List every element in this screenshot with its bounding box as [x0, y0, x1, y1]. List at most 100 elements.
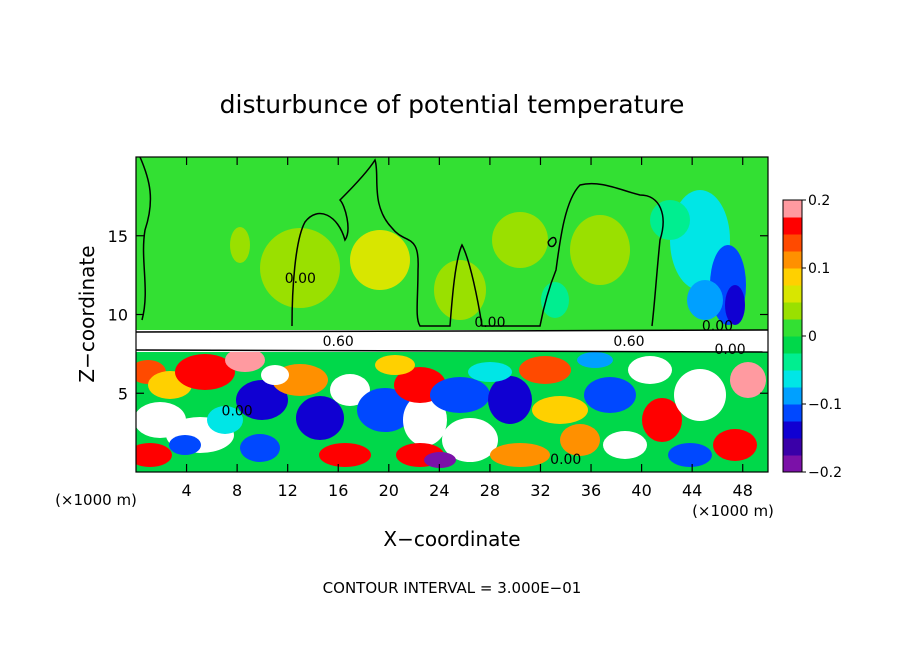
anomaly-blob [330, 374, 370, 406]
anomaly-blob [603, 431, 647, 459]
interface-band [136, 330, 768, 352]
colorbar-swatch [783, 217, 802, 235]
anomaly-blob [628, 356, 672, 384]
x-tick-label: 8 [232, 481, 242, 500]
colorbar-swatch [783, 200, 802, 218]
x-axis: 4 8 12 16 20 24 28 32 36 40 44 48 [181, 157, 753, 500]
anomaly-blob [674, 369, 726, 421]
x-tick-label: 4 [181, 481, 191, 500]
colorbar-swatch [783, 234, 802, 252]
x-tick-label: 24 [429, 481, 449, 500]
anomaly-blob [577, 352, 613, 368]
x-tick-label: 36 [581, 481, 601, 500]
anomaly-blob [357, 388, 413, 432]
anomaly-blob [175, 354, 235, 390]
anomaly-blob [230, 227, 250, 263]
colorbar-swatch [783, 370, 802, 388]
anomaly-blob [375, 355, 415, 375]
colorbar-swatch [783, 438, 802, 456]
contour-label: 0.00 [285, 271, 316, 287]
contour-interval-note: CONTOUR INTERVAL = 3.000E−01 [323, 579, 582, 597]
anomaly-blob [430, 377, 490, 413]
anomaly-blob [261, 365, 289, 385]
anomaly-blob [225, 348, 265, 372]
x-tick-label: 40 [631, 481, 651, 500]
anomaly-blob [296, 396, 344, 440]
colorbar-swatch [783, 302, 802, 320]
contour-label: 0.00 [714, 342, 745, 358]
x-tick-label: 48 [733, 481, 753, 500]
anomaly-blob [492, 212, 548, 268]
anomaly-blob [642, 398, 682, 442]
colorbar-swatch [783, 421, 802, 439]
anomaly-blob [169, 435, 201, 455]
anomaly-blob [136, 443, 172, 467]
colorbar-swatch [783, 353, 802, 371]
heatmap-field [136, 157, 768, 472]
contour-label: 0.00 [702, 318, 733, 334]
y-tick-label: 15 [108, 227, 128, 246]
colorbar-tick-label: −0.2 [808, 465, 842, 481]
colorbar-swatch [783, 387, 802, 405]
contour-label: 0.00 [474, 315, 505, 331]
contour-label: 0.60 [613, 334, 644, 350]
colorbar-swatch [783, 336, 802, 354]
anomaly-blob [713, 429, 757, 461]
x-tick-label: 20 [379, 481, 399, 500]
anomaly-blob [584, 377, 636, 413]
colorbar-tick-label: 0.1 [808, 261, 830, 277]
x-axis-label: X−coordinate [383, 527, 520, 551]
x-tick-label: 16 [328, 481, 348, 500]
colorbar-tick-label: 0.2 [808, 193, 830, 209]
colorbar-tick-label: 0 [808, 329, 817, 345]
contour-line [136, 329, 768, 333]
colorbar-swatch [783, 251, 802, 269]
anomaly-blob [532, 396, 588, 424]
contour-line [139, 157, 152, 321]
anomaly-blob [570, 215, 630, 285]
anomaly-blob [488, 376, 532, 424]
y-tick-label: 5 [118, 384, 128, 403]
anomaly-blob [350, 230, 410, 290]
contour-labels: 0.00 0.00 0.60 0.60 0.00 0.00 0.00 0.00 [222, 271, 746, 468]
anomaly-blob [442, 418, 498, 462]
anomaly-blob [207, 406, 243, 434]
anomaly-blob [541, 282, 569, 318]
anomaly-blob [687, 280, 723, 320]
contour-label: 0.00 [222, 403, 253, 419]
contour-label: 0.60 [323, 334, 354, 350]
chart-title: disturbunce of potential temperature [220, 90, 685, 119]
anomaly-blob [668, 443, 712, 467]
y-axis: 5 10 15 [108, 227, 768, 403]
colorbar: 0.2 0.1 0 −0.1 −0.2 [782, 193, 842, 481]
anomaly-blob [236, 380, 288, 420]
colorbar-tick-label: −0.1 [808, 397, 842, 413]
anomaly-blob [240, 434, 280, 462]
anomaly-blob [730, 362, 766, 398]
anomaly-blob [519, 356, 571, 384]
anomaly-blob [403, 394, 447, 446]
anomaly-blob [650, 200, 690, 240]
anomaly-blob [560, 424, 600, 456]
anomaly-blob [490, 443, 550, 467]
x-tick-label: 28 [480, 481, 500, 500]
contour-lines-upper [136, 157, 768, 353]
colorbar-swatch [783, 319, 802, 337]
anomaly-blob [260, 228, 340, 308]
x-tick-label: 32 [530, 481, 550, 500]
anomaly-blob [725, 285, 745, 325]
colorbar-swatch [783, 268, 802, 286]
anomaly-blob [434, 260, 486, 320]
contour-line [547, 236, 557, 248]
anomaly-blob [424, 452, 456, 468]
colorbar-swatch [783, 455, 802, 473]
anomaly-blob [319, 443, 371, 467]
x-axis-unit-left: (×1000 m) [55, 491, 137, 509]
x-tick-label: 44 [682, 481, 702, 500]
y-axis-label: Z−coordinate [75, 245, 99, 382]
x-tick-label: 12 [278, 481, 298, 500]
contour-label: 0.00 [550, 452, 581, 468]
x-axis-unit-right: (×1000 m) [692, 502, 774, 520]
y-tick-label: 10 [108, 306, 128, 325]
